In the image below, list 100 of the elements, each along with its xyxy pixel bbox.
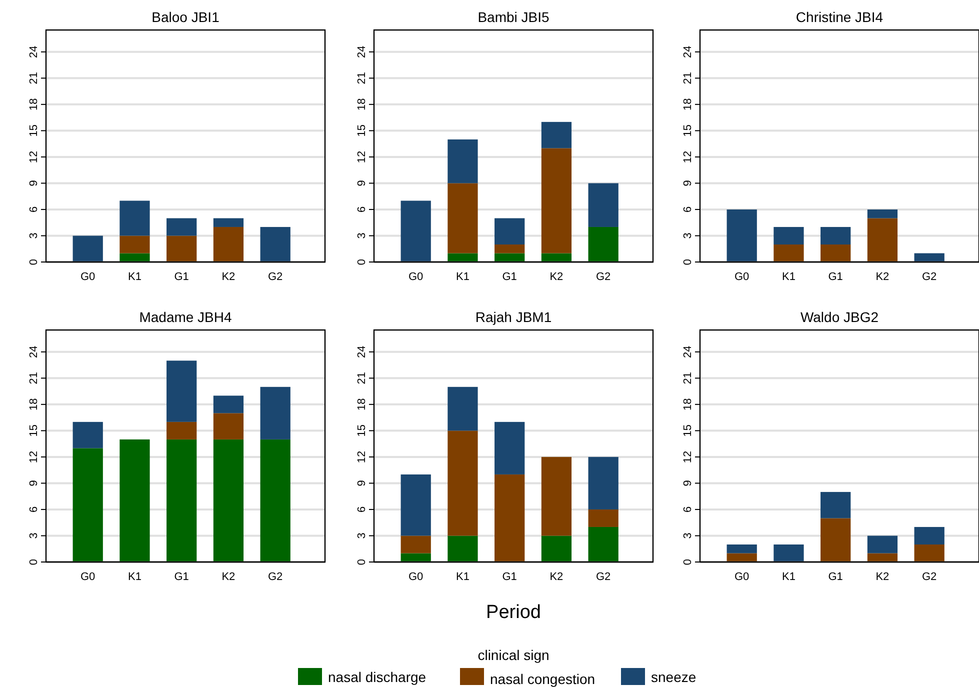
x-tick-label: K1: [128, 571, 142, 583]
bar: [166, 236, 197, 262]
x-tick-label: K2: [550, 271, 564, 283]
x-tick-label: G2: [268, 271, 283, 283]
y-tick-label: 12: [682, 450, 694, 464]
x-tick-label: K1: [128, 271, 142, 283]
chart-title: Waldo JBG2: [800, 309, 879, 325]
y-tick-label: 21: [28, 372, 40, 384]
bar: [400, 553, 431, 562]
y-tick-label: 18: [28, 398, 40, 411]
bar: [541, 456, 572, 536]
y-tick-label: 24: [356, 346, 368, 358]
bar: [541, 536, 572, 562]
y-tick-label: 6: [682, 206, 694, 213]
bar: [541, 148, 572, 254]
y-tick-label: 6: [28, 206, 40, 213]
bar: [400, 536, 431, 554]
y-tick-label: 3: [682, 532, 694, 539]
y-tick-label: 9: [356, 480, 368, 486]
bar: [166, 422, 197, 440]
bar: [867, 536, 898, 554]
bar: [588, 226, 618, 262]
x-tick-label: G2: [268, 571, 283, 583]
bar: [72, 448, 103, 562]
bar: [726, 209, 757, 262]
x-tick-label: G1: [828, 571, 843, 583]
chart-title: Rajah JBM1: [475, 309, 552, 325]
y-tick-label: 3: [28, 232, 40, 239]
y-tick-label: 18: [356, 398, 368, 411]
x-tick-label: K1: [456, 271, 470, 283]
x-tick-label: K1: [782, 571, 796, 583]
bar: [448, 430, 478, 536]
bar: [166, 218, 197, 236]
x-tick-label: K2: [222, 271, 236, 283]
x-tick-label: K2: [550, 571, 564, 583]
chart-title: Madame JBH4: [139, 309, 232, 325]
y-tick-label: 15: [356, 424, 368, 437]
y-tick-label: 21: [356, 72, 368, 84]
bar: [494, 244, 525, 254]
legend-title: clinical sign: [478, 647, 550, 663]
y-tick-label: 9: [28, 180, 40, 186]
y-tick-label: 24: [28, 46, 40, 58]
x-tick-label: G1: [502, 271, 517, 283]
bar: [213, 218, 244, 227]
bar: [726, 553, 757, 562]
y-tick-label: 6: [682, 506, 694, 513]
bar: [72, 236, 103, 262]
x-tick-label: G0: [734, 571, 750, 583]
x-tick-label: G0: [734, 271, 750, 283]
y-tick-label: 12: [356, 150, 368, 164]
y-tick-label: 18: [356, 98, 368, 111]
y-tick-label: 12: [682, 150, 694, 164]
bar: [774, 544, 804, 562]
x-tick-label: G1: [828, 271, 843, 283]
bar: [120, 236, 150, 254]
chart-title: Bambi JBI5: [478, 9, 550, 25]
y-tick-label: 6: [28, 506, 40, 513]
bar: [494, 218, 525, 244]
bar: [213, 396, 244, 414]
y-tick-label: 0: [682, 258, 694, 266]
y-tick-label: 3: [682, 232, 694, 239]
bar: [213, 226, 244, 262]
x-tick-label: G2: [596, 271, 611, 283]
bar: [588, 456, 618, 510]
legend-label: nasal congestion: [490, 671, 596, 687]
bar: [820, 518, 851, 562]
y-tick-label: 21: [356, 372, 368, 384]
bar: [448, 536, 478, 562]
bar: [120, 200, 150, 236]
y-tick-label: 12: [28, 450, 40, 464]
bar: [260, 439, 290, 562]
x-tick-label: G2: [596, 571, 611, 583]
bar: [494, 474, 525, 562]
bar: [260, 226, 290, 262]
x-tick-label: G2: [922, 271, 937, 283]
bar: [867, 553, 898, 562]
y-tick-label: 18: [682, 398, 694, 411]
y-tick-label: 0: [28, 558, 40, 566]
bar: [260, 386, 290, 440]
x-tick-label: G0: [80, 271, 96, 283]
bar: [448, 139, 478, 184]
y-tick-label: 24: [28, 346, 40, 358]
y-tick-label: 18: [682, 98, 694, 111]
bar: [72, 422, 103, 448]
y-tick-label: 3: [356, 532, 368, 539]
bar: [213, 413, 244, 440]
bar: [774, 226, 804, 244]
y-tick-label: 6: [356, 506, 368, 513]
legend-label: nasal discharge: [328, 669, 426, 685]
y-tick-label: 21: [682, 372, 694, 384]
x-tick-label: G0: [408, 571, 424, 583]
x-tick-label: G1: [174, 571, 189, 583]
y-tick-label: 15: [682, 124, 694, 137]
y-tick-label: 0: [356, 558, 368, 566]
legend-label: sneeze: [651, 669, 696, 685]
bar: [914, 253, 944, 262]
y-tick-label: 21: [682, 72, 694, 84]
bar: [774, 244, 804, 262]
x-tick-label: G0: [80, 571, 96, 583]
bar: [494, 253, 525, 262]
